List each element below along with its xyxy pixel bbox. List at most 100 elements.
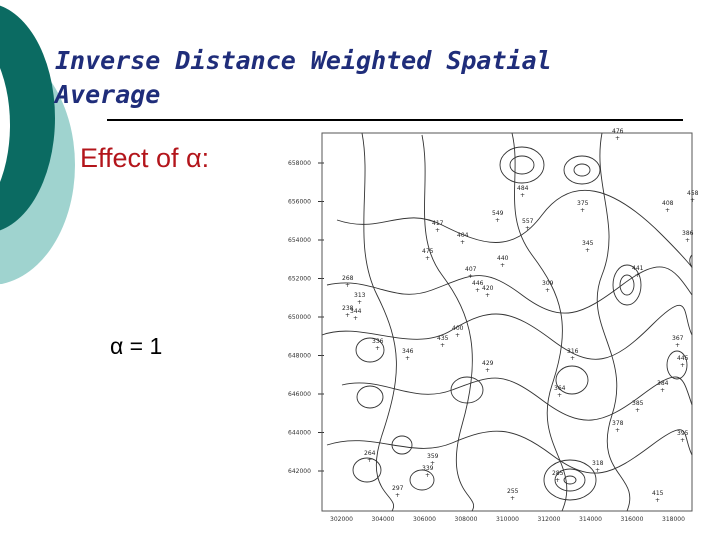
station-value-label: 440: [497, 255, 509, 262]
station-value-label: 429: [482, 360, 494, 367]
station-marker: +: [345, 312, 350, 319]
station-marker: +: [615, 135, 620, 142]
station-marker: +: [485, 367, 490, 374]
station-value-label: 484: [517, 185, 529, 192]
slide-title: Inverse Distance Weighted Spatial Averag…: [55, 44, 615, 112]
station-value-label: 238: [342, 305, 354, 312]
station-value-label: 339: [422, 465, 434, 472]
x-axis-ticks: 302000 304000 306000 308000 310000 312000 3140…: [330, 516, 685, 523]
station-value-label: 384: [657, 380, 669, 387]
station-value-label: 378: [612, 420, 624, 427]
station-value-label: 386: [682, 230, 694, 237]
dark-teal-arc: [0, 5, 55, 231]
station-value-label: 400: [452, 325, 464, 332]
station-value-label: 385: [632, 400, 644, 407]
station-marker: +: [357, 299, 362, 306]
station-value-label: 375: [577, 200, 589, 207]
slide-title-line-1: Inverse Distance Weighted Spatial: [55, 46, 552, 75]
station-value-label: 367: [672, 335, 684, 342]
station-value-label: 318: [592, 460, 604, 467]
y-tick-label: 644000: [288, 430, 311, 437]
station-marker: +: [595, 467, 600, 474]
station-value-label: 395: [677, 430, 689, 437]
station-value-label: 404: [457, 232, 469, 239]
y-tick-label: 652000: [288, 276, 311, 283]
station-value-label: 359: [427, 453, 439, 460]
station-marker: +: [460, 239, 465, 246]
station-value-label: 458: [687, 190, 699, 197]
station-value-label: 297: [392, 485, 404, 492]
station-marker: +: [425, 472, 430, 479]
y-tick-label: 646000: [288, 391, 311, 398]
station-marker: +: [485, 292, 490, 299]
white-arc: [0, 68, 10, 182]
station-value-label: 549: [492, 210, 504, 217]
station-marker: +: [475, 287, 480, 294]
station-value-label: 435: [437, 335, 449, 342]
station-marker: +: [430, 460, 435, 467]
x-tick-label: 316000: [621, 516, 644, 523]
station-value-label: 336: [372, 338, 384, 345]
y-tick-label: 650000: [288, 314, 311, 321]
station-value-label: 476: [612, 128, 624, 135]
station-marker: +: [405, 355, 410, 362]
station-marker: +: [555, 477, 560, 484]
x-tick-label: 308000: [455, 516, 478, 523]
station-marker: +: [510, 495, 515, 502]
station-marker: +: [570, 355, 575, 362]
x-tick-label: 304000: [372, 516, 395, 523]
y-axis-ticks: 658000 656000 654000 652000 650000 648000 6460…: [288, 160, 324, 475]
station-value-label: 255: [507, 488, 519, 495]
contour-map: 658000 656000 654000 652000 650000 648000 6460…: [288, 128, 699, 523]
station-value-label: 344: [350, 308, 362, 315]
station-marker: +: [615, 427, 620, 434]
station-marker: +: [525, 225, 530, 232]
station-value-label: 446: [472, 280, 484, 287]
y-tick-label: 654000: [288, 237, 311, 244]
x-tick-label: 312000: [538, 516, 561, 523]
station-value-label: 415: [652, 490, 664, 497]
station-value-label: 408: [662, 200, 674, 207]
station-value-label: 417: [432, 220, 444, 227]
station-marker: +: [520, 192, 525, 199]
x-tick-label: 318000: [662, 516, 685, 523]
x-tick-label: 302000: [330, 516, 353, 523]
station-marker: +: [468, 273, 473, 280]
station-value-label: 475: [422, 248, 434, 255]
x-tick-label: 310000: [496, 516, 519, 523]
station-marker: +: [353, 315, 358, 322]
station-value-label: 407: [465, 266, 477, 273]
station-value-label: 364: [554, 385, 566, 392]
x-tick-label: 306000: [413, 516, 436, 523]
station-labels: 476+417+475+404+440+407+446+ 420+268+313+…: [342, 128, 699, 504]
station-marker: +: [425, 255, 430, 262]
y-tick-label: 658000: [288, 160, 311, 167]
station-marker: +: [557, 392, 562, 399]
x-tick-label: 314000: [579, 516, 602, 523]
station-value-label: 313: [354, 292, 366, 299]
station-marker: +: [455, 332, 460, 339]
station-marker: +: [500, 262, 505, 269]
contour-lines: [321, 132, 693, 512]
station-marker: +: [680, 362, 685, 369]
station-marker: +: [585, 247, 590, 254]
station-marker: +: [675, 342, 680, 349]
station-marker: +: [435, 227, 440, 234]
station-marker: +: [685, 237, 690, 244]
station-marker: +: [580, 207, 585, 214]
y-tick-label: 648000: [288, 353, 311, 360]
station-marker: +: [440, 342, 445, 349]
station-marker: +: [655, 497, 660, 504]
station-marker: +: [660, 387, 665, 394]
station-marker: +: [545, 287, 550, 294]
slide-title-line-2: Average: [55, 80, 161, 109]
station-value-label: 264: [364, 450, 376, 457]
station-value-label: 557: [522, 218, 534, 225]
station-value-label: 420: [482, 285, 494, 292]
station-marker: +: [680, 437, 685, 444]
station-marker: +: [375, 345, 380, 352]
station-value-label: 445: [677, 355, 689, 362]
alpha-setting-label: α = 1: [110, 333, 163, 359]
decorative-shapes: [0, 5, 75, 285]
station-marker: +: [635, 272, 640, 279]
